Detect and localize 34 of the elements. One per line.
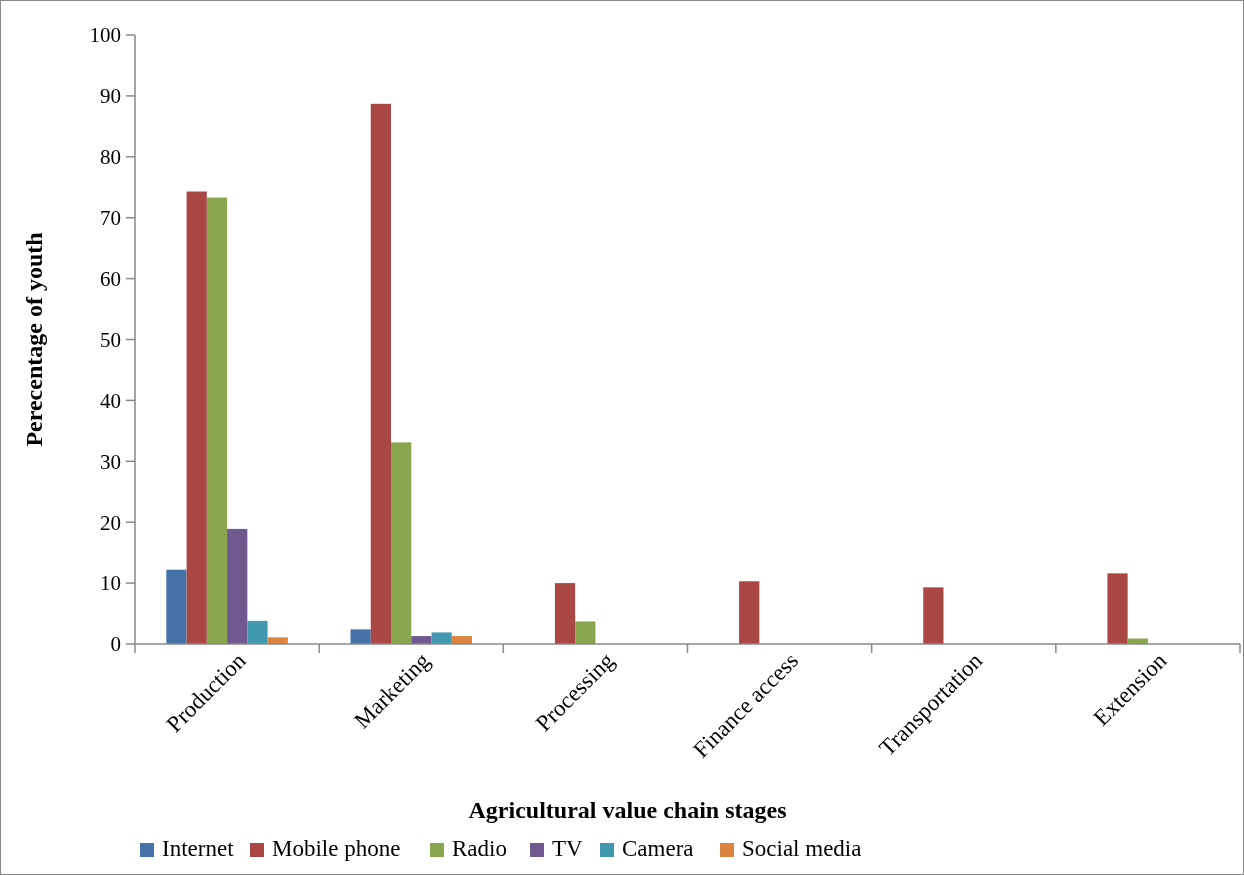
- x-axis-title: Agricultural value chain stages: [468, 797, 787, 823]
- legend-label: TV: [552, 836, 584, 861]
- y-tick-label: 20: [100, 510, 121, 535]
- bar: [247, 620, 268, 644]
- legend-label: Camera: [622, 836, 694, 861]
- bar: [370, 103, 391, 644]
- y-tick-label: 90: [100, 84, 121, 109]
- bar: [411, 636, 432, 644]
- y-axis-title: Perecentage of youth: [21, 232, 47, 447]
- legend-label: Internet: [162, 836, 235, 861]
- y-tick-label: 60: [100, 266, 121, 291]
- bar: [575, 621, 596, 644]
- bar: [739, 581, 760, 644]
- y-tick-label: 30: [100, 449, 121, 474]
- y-tick-label: 40: [100, 388, 121, 413]
- bar: [390, 442, 412, 644]
- bar: [227, 528, 248, 644]
- y-tick-label: 100: [89, 23, 121, 48]
- y-tick-label: 50: [100, 327, 121, 352]
- bar: [431, 632, 452, 644]
- y-tick-label: 70: [100, 206, 121, 231]
- bar: [350, 629, 371, 644]
- legend-label: Mobile phone: [272, 836, 401, 861]
- legend-label: Radio: [452, 836, 507, 861]
- legend-label: Social media: [742, 836, 862, 861]
- y-tick-label: 0: [110, 632, 121, 657]
- y-tick-label: 10: [100, 571, 121, 596]
- bar: [923, 587, 944, 644]
- bar: [186, 191, 207, 644]
- bar: [166, 569, 187, 644]
- bar: [554, 583, 576, 644]
- bar: [206, 197, 228, 644]
- bar: [1107, 573, 1128, 644]
- y-tick-label: 80: [100, 145, 121, 170]
